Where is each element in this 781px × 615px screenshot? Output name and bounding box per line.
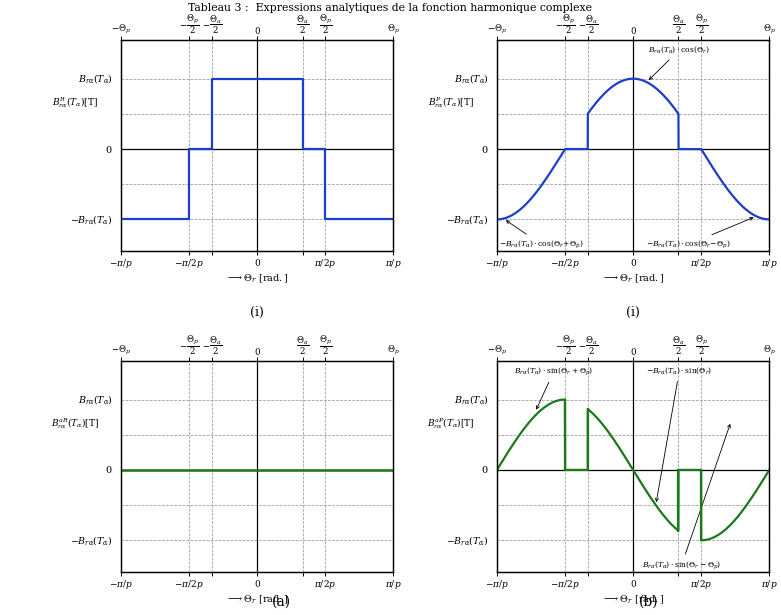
Text: $B_{r\alpha}(T_\alpha)$: $B_{r\alpha}(T_\alpha)$ [454,72,489,85]
Text: $-B_{r\alpha}(T_\alpha)$: $-B_{r\alpha}(T_\alpha)$ [70,534,113,547]
Text: (b): (b) [638,595,658,609]
Text: $-B_{r\alpha}(T_\alpha)\cdot\cos(\Theta_r\!-\!\Theta_p)$: $-B_{r\alpha}(T_\alpha)\cdot\cos(\Theta_… [646,218,753,250]
Text: $-B_{r\alpha}(T_\alpha)\cdot\cos(\Theta_r\!+\!\Theta_p)$: $-B_{r\alpha}(T_\alpha)\cdot\cos(\Theta_… [499,221,584,250]
Text: $0$: $0$ [481,464,489,475]
Text: $B_{r\alpha}(T_\alpha)\cdot\cos(\Theta_r)$: $B_{r\alpha}(T_\alpha)\cdot\cos(\Theta_r… [648,45,710,79]
Text: (i): (i) [626,306,640,319]
Text: $B_{r\alpha}^{aR}(T_\alpha)[\mathrm{T}]$: $B_{r\alpha}^{aR}(T_\alpha)[\mathrm{T}]$ [51,416,98,431]
Text: $-B_{r\alpha}(T_\alpha)$: $-B_{r\alpha}(T_\alpha)$ [446,213,489,226]
Text: $0$: $0$ [481,143,489,154]
Text: (i): (i) [250,306,264,319]
X-axis label: $\longrightarrow \Theta_r\ [\mathrm{rad.}]$: $\longrightarrow \Theta_r\ [\mathrm{rad.… [226,272,289,285]
Text: $B_{r\alpha}(T_\alpha)\cdot\sin(\Theta_r-\Theta_p)$: $B_{r\alpha}(T_\alpha)\cdot\sin(\Theta_r… [642,424,730,571]
Text: $-B_{r\alpha}(T_\alpha)$: $-B_{r\alpha}(T_\alpha)$ [446,534,489,547]
Text: $-B_{r\alpha}(T_\alpha)$: $-B_{r\alpha}(T_\alpha)$ [70,213,113,226]
Text: $-B_{r\alpha}(T_\alpha)\cdot\sin(\Theta_r)$: $-B_{r\alpha}(T_\alpha)\cdot\sin(\Theta_… [646,365,712,501]
Text: (a): (a) [272,595,291,609]
X-axis label: $\longrightarrow \Theta_r\ [\mathrm{rad.}]$: $\longrightarrow \Theta_r\ [\mathrm{rad.… [601,593,665,606]
X-axis label: $\longrightarrow \Theta_r\ [\mathrm{rad.}]$: $\longrightarrow \Theta_r\ [\mathrm{rad.… [601,272,665,285]
Text: $0$: $0$ [105,464,113,475]
Text: $B_{r\alpha}(T_\alpha)\cdot\sin(\Theta_r+\Theta_p)$: $B_{r\alpha}(T_\alpha)\cdot\sin(\Theta_r… [514,365,594,409]
X-axis label: $\longrightarrow \Theta_r\ [\mathrm{rad.}]$: $\longrightarrow \Theta_r\ [\mathrm{rad.… [226,593,289,606]
Text: Tableau 3 :  Expressions analytiques de la fonction harmonique complexe: Tableau 3 : Expressions analytiques de l… [188,3,593,13]
Text: $0$: $0$ [105,143,113,154]
Text: $B_{r\alpha}(T_\alpha)$: $B_{r\alpha}(T_\alpha)$ [78,72,113,85]
Text: $B_{r\alpha}(T_\alpha)$: $B_{r\alpha}(T_\alpha)$ [454,393,489,406]
Text: $B_{r\alpha}^P(T_\alpha)[\mathrm{T}]$: $B_{r\alpha}^P(T_\alpha)[\mathrm{T}]$ [427,95,473,110]
Text: $B_{r\alpha}(T_\alpha)$: $B_{r\alpha}(T_\alpha)$ [78,393,113,406]
Text: $B_{r\alpha}^{aP}(T_\alpha)[\mathrm{T}]$: $B_{r\alpha}^{aP}(T_\alpha)[\mathrm{T}]$ [427,416,474,431]
Text: $B_{r\alpha}^R(T_\alpha)[\mathrm{T}]$: $B_{r\alpha}^R(T_\alpha)[\mathrm{T}]$ [52,95,98,110]
